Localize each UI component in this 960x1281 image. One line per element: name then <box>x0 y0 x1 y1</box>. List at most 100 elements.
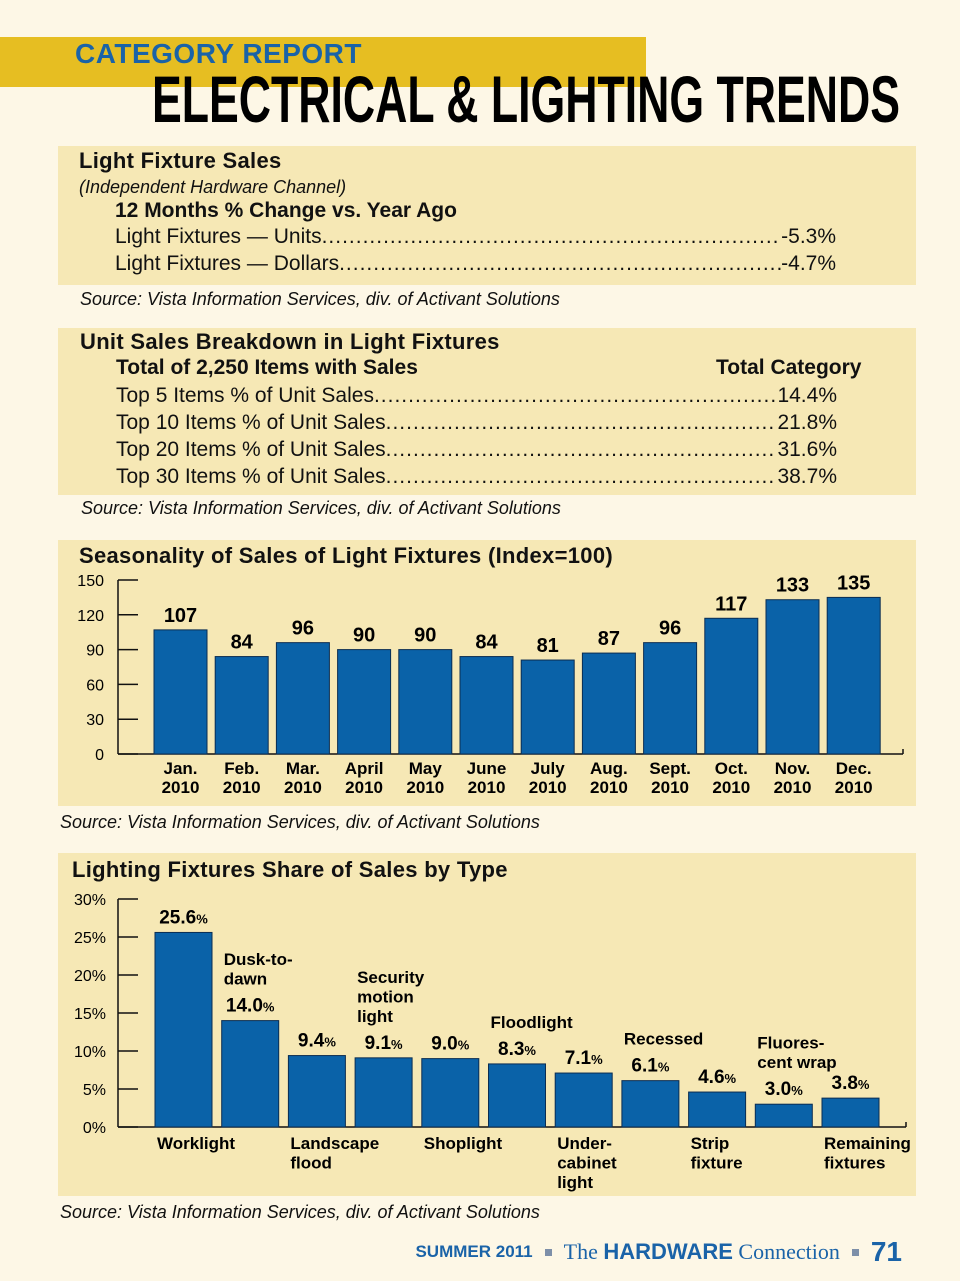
bar <box>826 596 881 755</box>
category-kicker: CATEGORY REPORT <box>75 38 363 69</box>
y-tick-label: 5% <box>83 1082 106 1099</box>
data-label: 81 <box>537 635 559 657</box>
x-tick-label: Oct. <box>715 759 748 778</box>
x-tick-label: 2010 <box>774 778 812 797</box>
source-note: Source: Vista Information Services, div.… <box>60 812 540 832</box>
category-label: cent wrap <box>757 1053 836 1072</box>
category-label: Strip <box>691 1134 730 1153</box>
data-value: 3.0 <box>765 1079 791 1100</box>
x-tick-label: 2010 <box>162 778 200 797</box>
x-tick-label: Jan. <box>163 759 197 778</box>
y-tick-label: 10% <box>74 1044 106 1061</box>
data-value: 25.6 <box>159 907 196 928</box>
x-tick-label: 2010 <box>468 778 506 797</box>
y-tick-label: 150 <box>77 573 104 590</box>
row-label: Top 10 Items % of Unit Sales <box>116 411 386 434</box>
unit-breakdown-row: Top 5 Items % of Unit Sales 14.4% <box>116 384 837 408</box>
source-note: Source: Vista Information Services, div.… <box>81 498 561 518</box>
x-tick-label: June <box>467 759 507 778</box>
category-label: light <box>557 1173 593 1192</box>
separator-square-icon <box>851 1248 859 1256</box>
bar <box>704 617 759 755</box>
fixture-sales-heading: 12 Months % Change vs. Year Ago <box>115 199 457 222</box>
category-label: Under- <box>557 1134 612 1153</box>
unit-breakdown-heading: Total of 2,250 Items with Sales <box>116 356 418 379</box>
category-label: Fluores- <box>757 1034 824 1053</box>
row-label: Top 30 Items % of Unit Sales <box>116 465 386 488</box>
data-label: 117 <box>715 593 747 615</box>
x-tick-label: Aug. <box>590 759 628 778</box>
mag-rest: Connection <box>738 1239 840 1264</box>
x-tick-label: Nov. <box>775 759 811 778</box>
category-label: Remaining <box>824 1134 911 1153</box>
bar <box>643 642 698 755</box>
total-category-heading: Total Category <box>716 356 862 379</box>
category-label: Shoplight <box>424 1134 503 1153</box>
category-label: light <box>357 1007 393 1026</box>
y-tick-label: 0% <box>83 1120 106 1137</box>
source-note: Source: Vista Information Services, div.… <box>60 1202 540 1222</box>
row-label: Light Fixtures — Units <box>115 225 322 248</box>
bar <box>688 1091 747 1128</box>
page-title: ELECTRICAL & LIGHTING TRENDS <box>152 62 900 132</box>
bar <box>337 649 392 755</box>
unit-breakdown-panel: Unit Sales Breakdown in Light Fixtures T… <box>58 328 916 495</box>
x-tick-label: Dec. <box>836 759 872 778</box>
x-tick-label: Feb. <box>224 759 259 778</box>
category-label: Security <box>357 968 425 987</box>
data-label: 135 <box>837 572 870 594</box>
y-tick-label: 25% <box>74 930 106 947</box>
bar <box>354 1057 413 1128</box>
bar <box>754 1103 813 1128</box>
category-label: fixture <box>691 1154 743 1173</box>
magazine-name: The HARDWARE Connection <box>564 1239 840 1265</box>
x-tick-label: 2010 <box>345 778 383 797</box>
row-value: 21.8% <box>777 411 837 434</box>
data-label: 84 <box>475 632 498 654</box>
data-unit: % <box>658 1060 670 1075</box>
data-unit: % <box>591 1052 603 1067</box>
y-tick-label: 20% <box>74 968 106 985</box>
data-label: 14.0% <box>226 996 275 1017</box>
data-unit: % <box>391 1037 403 1052</box>
bar <box>154 931 213 1128</box>
category-label: Worklight <box>157 1134 235 1153</box>
x-tick-label: 2010 <box>529 778 567 797</box>
data-label: 25.6% <box>159 907 208 928</box>
x-tick-label: May <box>409 759 443 778</box>
data-value: 8.3 <box>498 1039 524 1060</box>
category-label: Recessed <box>624 1030 703 1049</box>
fixture-sales-row: Light Fixtures — Dollars -4.7% <box>115 252 836 276</box>
row-value: -5.3% <box>781 225 836 248</box>
source-note: Source: Vista Information Services, div.… <box>80 289 560 309</box>
x-tick-label: 2010 <box>835 778 873 797</box>
category-label: flood <box>290 1154 332 1173</box>
unit-breakdown-row: Top 30 Items % of Unit Sales 38.7% <box>116 465 837 489</box>
x-tick-label: 2010 <box>712 778 750 797</box>
row-label: Top 20 Items % of Unit Sales <box>116 438 386 461</box>
data-unit: % <box>858 1077 870 1092</box>
data-label: 90 <box>353 625 375 647</box>
x-tick-label: 2010 <box>284 778 322 797</box>
row-value: 31.6% <box>777 438 837 461</box>
issue-season: SUMMER 2011 <box>415 1242 533 1261</box>
data-label: 3.8% <box>832 1073 870 1094</box>
data-unit: % <box>324 1035 336 1050</box>
category-label: fixtures <box>824 1154 885 1173</box>
x-tick-label: 2010 <box>651 778 689 797</box>
y-tick-label: 15% <box>74 1006 106 1023</box>
data-unit: % <box>725 1071 737 1086</box>
footer: SUMMER 2011 The HARDWARE Connection 71 <box>415 1236 902 1268</box>
data-unit: % <box>524 1043 536 1058</box>
bar <box>765 599 820 755</box>
category-label: Dusk-to- <box>224 950 293 969</box>
unit-breakdown-row: Top 20 Items % of Unit Sales 31.6% <box>116 438 837 462</box>
data-value: 3.8 <box>832 1073 858 1094</box>
bar <box>153 629 208 755</box>
chart-title: Lighting Fixtures Share of Sales by Type <box>72 857 508 882</box>
data-label: 4.6% <box>698 1067 736 1088</box>
fixture-sales-panel: Light Fixture Sales (Independent Hardwar… <box>58 146 916 285</box>
row-value: 14.4% <box>777 384 837 407</box>
